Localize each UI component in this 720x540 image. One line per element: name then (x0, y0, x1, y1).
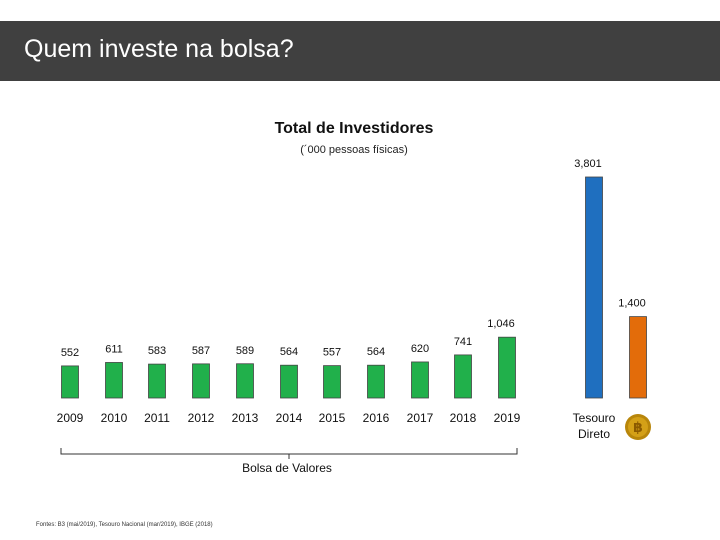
data-label: 3,801 (574, 158, 602, 170)
x-tick-label: 2013 (232, 411, 259, 425)
x-tick-label: 2010 (101, 411, 128, 425)
x-tick-label: Tesouro (573, 411, 616, 425)
x-tick-label: 2019 (494, 411, 521, 425)
bitcoin-icon-inner (628, 417, 648, 437)
data-label: 557 (323, 347, 341, 359)
data-label: 611 (105, 343, 123, 355)
bar (629, 316, 647, 399)
data-label: 589 (236, 345, 254, 357)
bar (498, 336, 516, 399)
data-label: 587 (192, 345, 210, 357)
x-tick-label: 2009 (57, 411, 84, 425)
bar (192, 363, 210, 399)
bar (323, 365, 341, 399)
data-label: 620 (411, 343, 429, 355)
data-label: 564 (367, 346, 385, 358)
bar (585, 176, 603, 399)
bar (148, 363, 166, 399)
chart-subtitle: (´000 pessoas físicas) (300, 144, 408, 156)
bar (454, 354, 472, 399)
x-tick-label: 2017 (407, 411, 434, 425)
header-bar: Quem investe na bolsa? (0, 21, 720, 81)
data-label: 741 (454, 336, 472, 348)
x-tick-label: 2012 (188, 411, 215, 425)
bar (411, 361, 429, 399)
data-label: 583 (148, 345, 166, 357)
x-tick-label: 2014 (276, 411, 303, 425)
data-label: 552 (61, 347, 79, 359)
chart-title: Total de Investidores (274, 120, 434, 137)
x-tick-label: 2016 (363, 411, 390, 425)
bar (367, 364, 385, 399)
bar (236, 363, 254, 399)
bitcoin-glyph: ฿ (633, 420, 643, 436)
slide-title: Quem investe na bolsa? (24, 35, 294, 63)
data-label: 564 (280, 346, 298, 358)
bar (280, 364, 298, 399)
bar (61, 365, 79, 399)
bracket-label: Bolsa de Valores (242, 461, 332, 475)
bracket (60, 448, 518, 459)
x-tick-label: 2011 (144, 411, 170, 425)
data-label: 1,400 (618, 298, 646, 310)
x-tick-label: 2015 (319, 411, 346, 425)
x-tick-label: 2018 (450, 411, 477, 425)
bar (105, 362, 123, 399)
x-tick-label: Direto (578, 427, 610, 441)
data-label: 1,046 (487, 318, 515, 330)
sources-footnote: Fontes: B3 (mai/2019), Tesouro Nacional … (36, 522, 213, 528)
